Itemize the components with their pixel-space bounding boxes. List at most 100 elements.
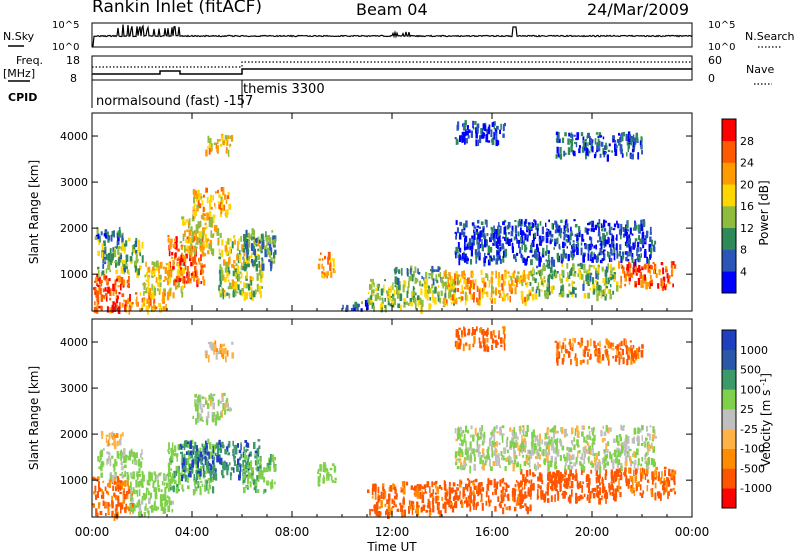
data-cell <box>603 152 606 158</box>
data-cell <box>624 456 627 459</box>
colorbar-swatch <box>722 206 736 229</box>
data-cell <box>542 278 545 283</box>
data-cell <box>124 470 126 477</box>
data-cell <box>586 273 590 281</box>
data-cell <box>563 454 566 459</box>
data-cell <box>107 286 110 294</box>
data-cell <box>120 254 123 260</box>
data-cell <box>485 219 487 222</box>
data-cell <box>459 443 462 446</box>
data-cell <box>226 397 229 404</box>
data-cell <box>371 302 375 309</box>
data-cell <box>473 494 476 501</box>
data-cell <box>572 263 575 272</box>
data-cell <box>147 490 150 496</box>
data-cell <box>204 455 207 460</box>
data-cell <box>436 279 439 284</box>
data-cell <box>523 240 526 245</box>
data-cell <box>154 287 157 296</box>
data-cell <box>224 463 227 470</box>
data-cell <box>99 235 101 243</box>
data-cell <box>220 444 223 448</box>
data-cell <box>182 277 185 284</box>
data-cell <box>603 253 606 261</box>
data-cell <box>667 477 670 486</box>
data-cell <box>450 286 453 289</box>
data-cell <box>611 483 613 486</box>
data-cell <box>202 470 206 478</box>
data-cell <box>552 471 555 478</box>
data-cell <box>448 291 450 299</box>
data-cell <box>246 476 250 484</box>
data-cell <box>569 241 572 246</box>
data-cell <box>550 273 554 279</box>
data-cell <box>555 224 559 232</box>
data-cell <box>234 289 237 297</box>
data-cell <box>97 476 100 481</box>
data-cell <box>507 232 510 235</box>
data-cell <box>400 510 403 515</box>
data-cell <box>402 284 405 293</box>
data-cell <box>138 248 141 255</box>
data-cell <box>600 223 603 228</box>
data-cell <box>501 243 504 250</box>
data-cell <box>589 338 592 347</box>
data-cell <box>168 289 171 292</box>
data-cell <box>630 154 633 160</box>
data-cell <box>611 461 615 464</box>
data-cell <box>192 489 195 496</box>
data-cell <box>523 425 525 430</box>
data-cell <box>571 489 573 497</box>
data-cell <box>479 435 482 440</box>
data-cell <box>202 268 204 275</box>
data-cell <box>448 486 451 495</box>
data-cell <box>467 135 470 139</box>
data-cell <box>574 224 578 228</box>
data-cell <box>510 279 514 286</box>
data-cell <box>591 442 594 451</box>
data-cell <box>258 285 260 289</box>
data-cell <box>648 265 651 269</box>
data-cell <box>566 446 569 451</box>
data-cell <box>554 242 557 247</box>
data-cell <box>493 450 496 456</box>
data-cell <box>490 432 493 436</box>
data-cell <box>178 465 180 474</box>
data-cell <box>605 492 609 499</box>
data-cell <box>387 298 390 306</box>
data-cell <box>476 448 479 453</box>
data-cell <box>464 333 467 337</box>
data-cell <box>99 276 101 283</box>
data-cell <box>622 227 625 232</box>
data-cell <box>624 275 628 282</box>
data-cell <box>403 298 407 303</box>
data-cell <box>604 345 607 349</box>
data-cell <box>494 287 498 296</box>
data-cell <box>628 351 631 355</box>
data-cell <box>164 288 166 293</box>
data-cell <box>138 480 142 486</box>
data-cell <box>268 459 272 466</box>
data-cell <box>488 440 491 447</box>
data-cell <box>271 482 274 489</box>
data-cell <box>632 359 636 364</box>
data-cell <box>641 150 643 155</box>
data-cell <box>186 250 190 253</box>
data-cell <box>598 132 602 138</box>
data-cell <box>109 248 112 255</box>
data-cell <box>507 493 510 500</box>
data-cell <box>668 490 670 496</box>
data-cell <box>135 253 138 262</box>
data-cell <box>630 485 633 492</box>
data-cell <box>501 456 503 461</box>
data-cell <box>540 289 543 292</box>
data-cell <box>616 460 620 468</box>
data-cell <box>432 505 435 513</box>
data-cell <box>452 278 455 284</box>
data-cell <box>557 476 560 484</box>
data-cell <box>503 448 506 455</box>
data-cell <box>567 272 569 279</box>
data-cell <box>178 489 180 492</box>
data-cell <box>128 276 130 282</box>
data-cell <box>513 435 516 438</box>
